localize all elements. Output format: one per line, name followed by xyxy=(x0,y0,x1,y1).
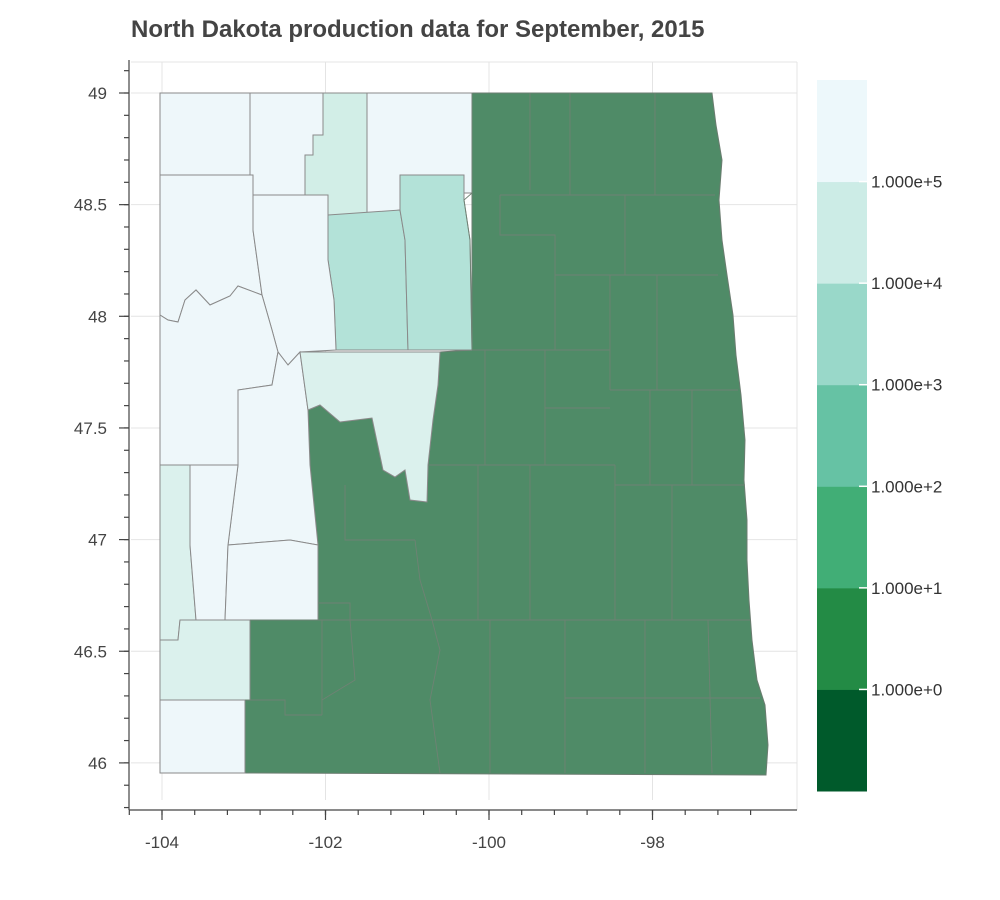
county-bowman xyxy=(159,699,246,774)
colorbar-label: 1.000e+4 xyxy=(871,274,942,293)
chart-title: North Dakota production data for Septemb… xyxy=(131,16,705,43)
y-tick-label: 47.5 xyxy=(74,419,107,438)
colorbar-label: 1.000e+2 xyxy=(871,477,942,496)
colorbar-label: 1.000e+0 xyxy=(871,680,942,699)
colorbar-label: 1.000e+3 xyxy=(871,376,942,395)
colorbar-band xyxy=(817,283,867,386)
y-ticks: 49 48.5 48 47.5 47 46.5 46 xyxy=(74,84,129,773)
colorbar-band xyxy=(817,689,867,792)
x-tick-label: -104 xyxy=(145,833,179,852)
colorbar: 1.000e+0 1.000e+1 1.000e+2 1.000e+3 1.000e+4… xyxy=(817,80,942,792)
county-divide xyxy=(159,92,251,176)
x-tick-label: -100 xyxy=(472,833,506,852)
county-stark xyxy=(224,539,319,621)
colorbar-band xyxy=(817,486,867,589)
x-tick-label: -98 xyxy=(640,833,665,852)
west-counties xyxy=(159,92,473,774)
colorbar-band xyxy=(817,587,867,690)
x-ticks: -104 -102 -100 -98 xyxy=(145,810,665,852)
y-tick-label: 48 xyxy=(88,307,107,326)
y-tick-label: 48.5 xyxy=(74,196,107,215)
county-mclean xyxy=(299,351,441,503)
east-county-borders xyxy=(245,93,760,774)
colorbar-label: 1.000e+5 xyxy=(871,173,942,192)
colorbar-band xyxy=(817,80,867,183)
county-ward xyxy=(327,209,409,351)
colorbar-band xyxy=(817,181,867,284)
y-axis xyxy=(124,60,130,810)
y-tick-label: 46.5 xyxy=(74,642,107,661)
y-tick-label: 46 xyxy=(88,754,107,773)
x-tick-label: -102 xyxy=(308,833,342,852)
x-axis xyxy=(128,809,797,815)
county-mchenry xyxy=(399,174,473,351)
y-tick-label: 49 xyxy=(88,84,107,103)
y-tick-label: 47 xyxy=(88,531,107,550)
colorbar-band xyxy=(817,384,867,487)
colorbar-label: 1.000e+1 xyxy=(871,579,942,598)
